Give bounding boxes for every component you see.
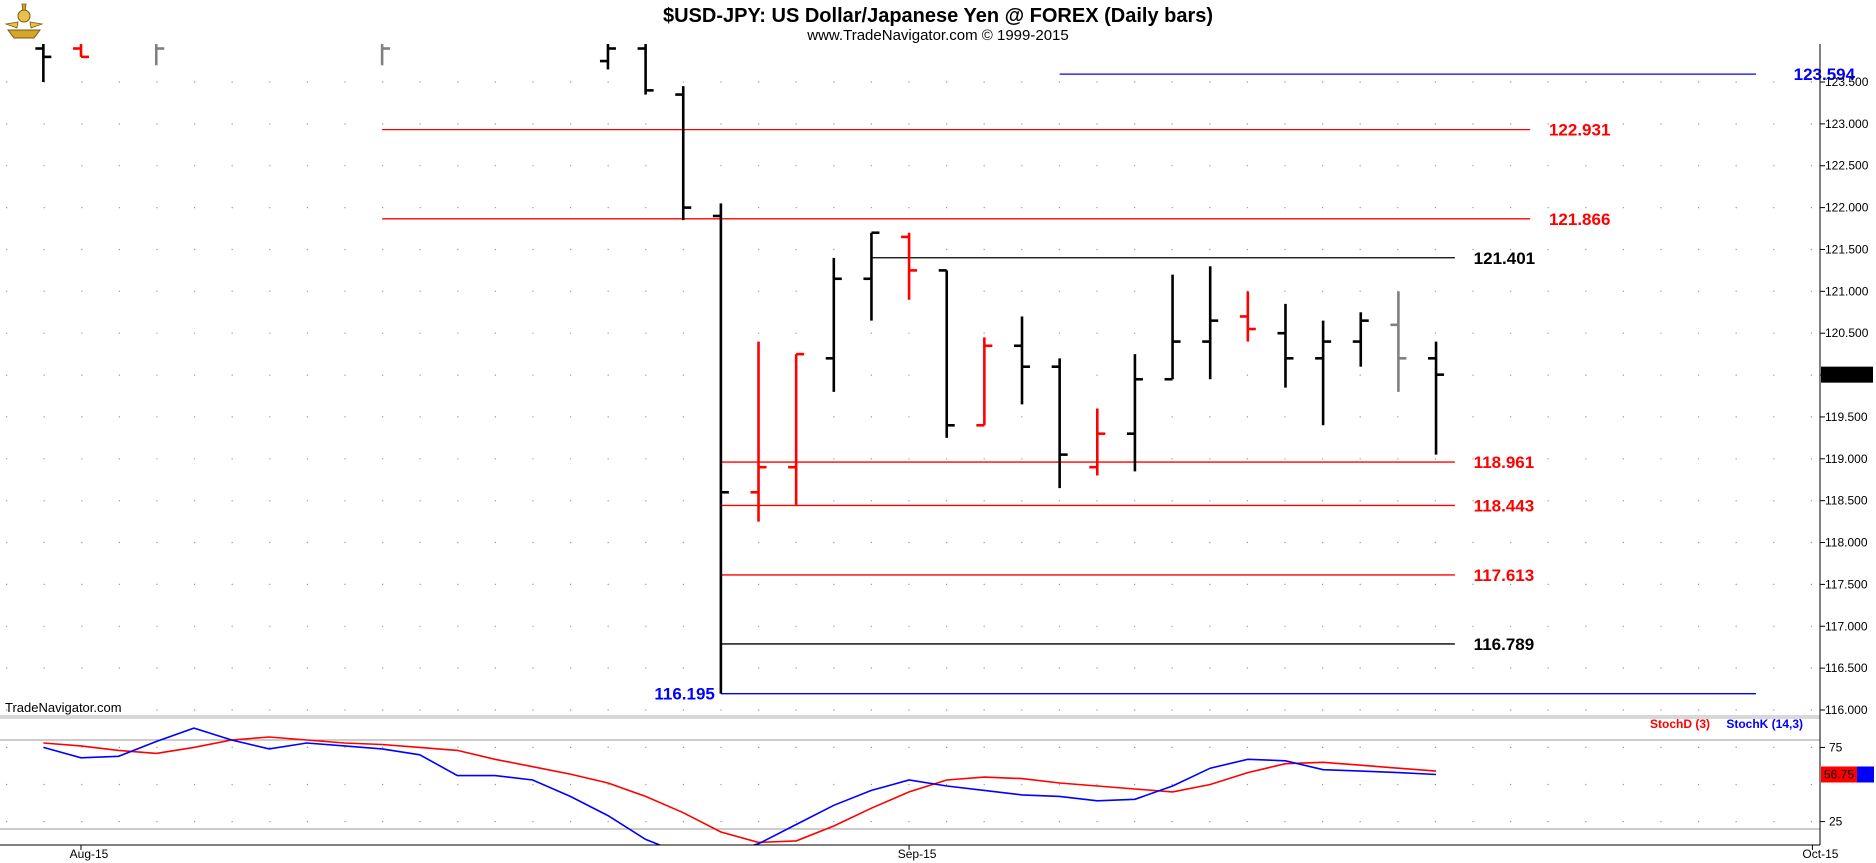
price-tick-label: 122.500 [1825, 159, 1869, 173]
ohlc-bar [1277, 303, 1294, 388]
chart-title: $USD-JPY: US Dollar/Japanese Yen @ FOREX… [663, 5, 1213, 27]
level-label-117.613: 117.613 [1474, 566, 1535, 585]
x-tick-label: Aug-15 [70, 847, 109, 861]
ohlc-bar [1202, 266, 1219, 380]
ohlc-bar [1051, 358, 1068, 489]
price-tick-label: 120.500 [1825, 326, 1869, 340]
trade-navigator-logo [4, 3, 44, 39]
watermark: TradeNavigator.com [5, 700, 122, 715]
ohlc-bar [750, 341, 767, 522]
stoch-last-box [1821, 766, 1857, 783]
ohlc-bar [825, 257, 842, 392]
price-tick-label: 119.000 [1825, 452, 1868, 466]
level-label-116.789: 116.789 [1474, 635, 1535, 654]
ohlc-bar [73, 44, 89, 59]
ohlc-bar [1428, 341, 1445, 455]
level-label-123.594: 123.594 [1794, 65, 1856, 84]
x-axis: Aug-15 Sep-15 Oct-15 [70, 845, 1839, 861]
x-tick-label: Sep-15 [898, 847, 937, 861]
last-price-label: 120.005 [1824, 368, 1868, 382]
chart-subtitle: www.TradeNavigator.com © 1999-2015 [806, 27, 1068, 44]
ohlc-bar [1089, 408, 1106, 476]
ohlc-bar [35, 44, 52, 82]
level-label-118.443: 118.443 [1474, 496, 1535, 515]
stoch-grid-dots [6, 746, 1812, 823]
price-tick-label: 123.500 [1825, 75, 1869, 89]
price-tick-label: 117.500 [1825, 577, 1868, 591]
price-tick-label: 121.500 [1825, 242, 1869, 256]
price-tick-label: 117.000 [1825, 619, 1868, 633]
legend-stochk: StochK (14,3) [1726, 717, 1803, 731]
price-tick-label: 123.000 [1825, 117, 1869, 131]
ohlc-bar [1352, 312, 1369, 367]
price-bars [35, 44, 1445, 694]
ohlc-bar [154, 44, 165, 66]
ohlc-bar [1390, 291, 1407, 392]
ohlc-bar [1014, 316, 1030, 405]
ohlc-bar [863, 231, 880, 321]
series-line-stochk [43, 727, 1437, 845]
legend-stochd: StochD (3) [1650, 717, 1710, 731]
ohlc-bar [901, 232, 918, 300]
price-tick-label: 118.500 [1825, 494, 1868, 508]
ohlc-bar [1164, 274, 1181, 381]
ohlc-bar [1315, 320, 1332, 426]
price-tick-label: 116.000 [1825, 703, 1868, 717]
x-tick-label: Oct-15 [1802, 847, 1838, 861]
ohlc-bar [938, 269, 955, 438]
ohlc-bar [976, 337, 993, 427]
ohlc-bar [1126, 354, 1143, 472]
series-line-stochd [43, 736, 1437, 844]
y-axis-stoch: 25 75 56.75 [1820, 740, 1874, 829]
price-tick-label: 122.000 [1825, 201, 1869, 215]
ohlc-bar [788, 352, 805, 505]
price-tick-label: 118.000 [1825, 536, 1868, 550]
price-tick-label: 119.500 [1825, 410, 1868, 424]
ohlc-bar [599, 44, 616, 70]
last-price-box [1821, 366, 1873, 383]
ohlc-bar [712, 203, 729, 694]
ohlc-bar [637, 44, 654, 95]
stoch-last-box-k [1857, 766, 1874, 783]
price-levels: 123.594 122.931 121.866 121.401 118.961 118.4… [382, 65, 1856, 704]
level-label-116.195: 116.195 [654, 685, 715, 704]
price-tick-label: 116.500 [1825, 661, 1868, 675]
level-label-118.961: 118.961 [1474, 453, 1535, 472]
level-label-121.866: 121.866 [1549, 210, 1610, 229]
price-tick-label: 121.000 [1825, 284, 1869, 298]
stoch-tick-label: 25 [1829, 815, 1843, 829]
ohlc-bar [1239, 291, 1256, 342]
y-axis-price: 116.000 116.500 117.000 117.500 118.000 118.5… [1820, 75, 1873, 717]
stoch-lines [43, 727, 1437, 845]
stoch-last-label: 56.75 [1824, 767, 1854, 781]
ohlc-bar [380, 44, 391, 66]
ohlc-bar [675, 86, 692, 221]
stoch-tick-label: 75 [1829, 740, 1843, 754]
level-label-121.401: 121.401 [1474, 249, 1535, 268]
level-label-122.931: 122.931 [1549, 121, 1610, 140]
